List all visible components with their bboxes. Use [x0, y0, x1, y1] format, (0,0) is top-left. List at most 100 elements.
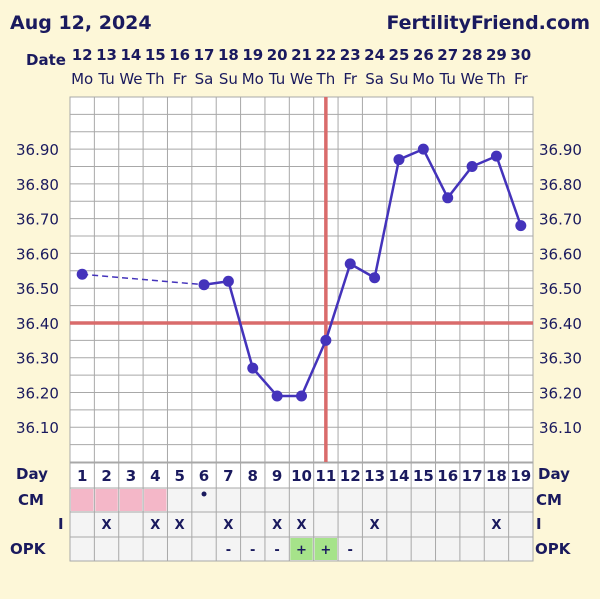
y-tick-label: 36.50 — [539, 280, 582, 298]
cycle-day: 7 — [223, 467, 233, 485]
weekday-tick: Fr — [514, 70, 529, 88]
cycle-day: 13 — [364, 467, 385, 485]
cycle-day: 10 — [291, 467, 312, 485]
cycle-day: 1 — [77, 467, 87, 485]
weekday-tick: We — [119, 70, 142, 88]
temperature-point — [442, 192, 454, 204]
y-tick-label: 36.60 — [539, 245, 582, 263]
series-segment — [373, 159, 401, 279]
temperature-point — [393, 154, 405, 166]
y-tick-label: 36.60 — [16, 245, 59, 263]
i-label-right: I — [536, 515, 542, 533]
intercourse-mark: X — [370, 518, 380, 533]
cm-label-right: CM — [536, 491, 562, 509]
temperature-point — [222, 275, 234, 287]
cycle-day: 14 — [389, 467, 410, 485]
opk-positive-cell — [290, 538, 313, 560]
temperature-point — [490, 150, 502, 162]
intercourse-mark: X — [223, 518, 233, 533]
temperature-point — [320, 334, 332, 346]
cycle-day: 8 — [248, 467, 258, 485]
temperature-point — [198, 279, 210, 291]
y-tick-label: 36.90 — [16, 141, 59, 159]
brand-name: FertilityFriend.com — [386, 12, 590, 34]
cycle-day: 5 — [174, 467, 184, 485]
weekday-tick: Th — [145, 70, 165, 88]
weekday-tick: Th — [486, 70, 506, 88]
date-row: 12 13 14 15 16 17 18 19 20 21 22 23 24 25 26 27 28 29 30 — [72, 46, 532, 64]
cycle-day: 3 — [126, 467, 136, 485]
row-background — [69, 462, 534, 489]
y-tick-label: 36.20 — [539, 384, 582, 402]
weekday-tick: Su — [219, 70, 238, 88]
weekday-tick: We — [460, 70, 483, 88]
date-label: Date — [26, 51, 66, 69]
day-label-left: Day — [16, 465, 48, 483]
y-tick-label: 36.40 — [539, 315, 582, 333]
opk-label-right: OPK — [535, 540, 572, 558]
opk-positive-cell — [314, 538, 338, 560]
intercourse-mark: X — [296, 518, 306, 533]
cycle-day: 18 — [486, 467, 507, 485]
weekday-tick: Mo — [242, 70, 264, 88]
y-tick-label: 36.90 — [539, 141, 582, 159]
weekday-tick: Tu — [439, 70, 456, 88]
temperature-point — [515, 220, 527, 232]
weekday-tick: Sa — [195, 70, 214, 88]
plot-area — [69, 96, 534, 463]
y-tick-label: 36.70 — [16, 211, 59, 229]
date-tick: 16 — [169, 46, 190, 64]
y-tick-label: 36.30 — [16, 350, 59, 368]
opk-mark: + — [296, 543, 307, 558]
series-segment — [251, 367, 279, 397]
cycle-day: 17 — [462, 467, 483, 485]
weekday-tick: Sa — [365, 70, 384, 88]
opk-mark: - — [250, 543, 255, 558]
opk-label-left: OPK — [10, 540, 47, 558]
cycle-day: 11 — [315, 467, 336, 485]
temperature-point — [296, 390, 307, 402]
y-tick-label: 36.10 — [539, 419, 582, 437]
series-segment — [227, 280, 254, 369]
date-tick: 15 — [145, 46, 166, 64]
temperature-point — [417, 143, 429, 155]
y-tick-label: 36.70 — [539, 211, 582, 229]
weekday-tick: Th — [316, 70, 336, 88]
weekday-row: Mo Tu We Th Fr Sa Su Mo Tu We Th Fr Sa Su Mo Tu We Th Fr — [71, 70, 528, 88]
cycle-day: 4 — [150, 467, 160, 485]
temperature-point — [369, 272, 381, 284]
chart-date: Aug 12, 2024 — [10, 12, 152, 34]
y-tick-label: 36.40 — [16, 315, 59, 333]
intercourse-mark: X — [175, 518, 185, 533]
intercourse-mark: X — [491, 518, 501, 533]
date-tick: 26 — [413, 46, 434, 64]
temperature-point — [76, 268, 88, 280]
date-tick: 13 — [96, 46, 117, 64]
intercourse-mark: X — [102, 518, 112, 533]
cm-cell — [71, 489, 94, 511]
cm-cell — [95, 489, 118, 511]
intercourse-mark: X — [150, 518, 160, 533]
i-label-left: I — [58, 515, 64, 533]
weekday-tick: Mo — [412, 70, 434, 88]
opk-mark: - — [274, 543, 279, 558]
weekday-tick: Tu — [268, 70, 285, 88]
weekday-tick: Su — [389, 70, 408, 88]
cycle-day: 6 — [199, 467, 209, 485]
weekday-tick: Mo — [71, 70, 93, 88]
y-tick-label: 36.10 — [16, 419, 59, 437]
cycle-day: 16 — [437, 467, 458, 485]
weekday-tick: Tu — [97, 70, 114, 88]
date-tick: 12 — [72, 46, 93, 64]
y-tick-label: 36.80 — [16, 176, 59, 194]
cycle-day: 15 — [413, 467, 434, 485]
series-segment — [324, 263, 352, 341]
opk-mark: + — [320, 543, 331, 558]
bottom-rows: 1 2 3 4 5 6 7 8 9 10 11 12 13 14 15 16 17 18 19X X X X X X X X- - -… — [69, 462, 534, 562]
series-segment — [495, 155, 522, 227]
y-tick-label: 36.50 — [16, 280, 59, 298]
y-axis-left: 36.10 36.20 36.30 36.40 36.50 36.60 36.70 36.80… — [16, 141, 59, 437]
date-tick: 18 — [218, 46, 239, 64]
cm-cell — [119, 489, 143, 511]
date-tick: 28 — [462, 46, 483, 64]
